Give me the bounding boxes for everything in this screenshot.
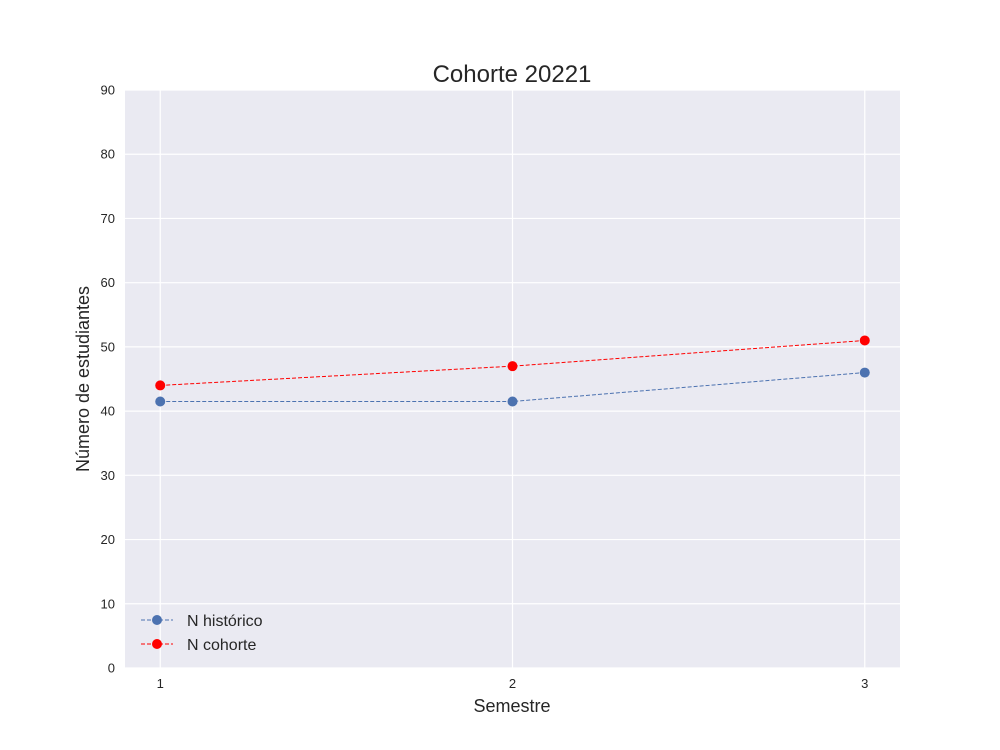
legend-marker-n-cohorte: [152, 639, 162, 649]
x-tick-label: 3: [861, 676, 868, 691]
chart-title: Cohorte 20221: [433, 61, 592, 88]
data-point-n-historico: [155, 396, 166, 407]
y-tick-label: 80: [101, 147, 115, 162]
y-tick-label: 60: [101, 275, 115, 290]
x-tick-label: 1: [157, 676, 164, 691]
legend: N histórico N cohorte: [141, 613, 263, 654]
legend-entry: N histórico: [141, 613, 263, 630]
y-tick-label: 20: [101, 532, 115, 547]
series-line-n-historico: [160, 372, 865, 402]
x-axis-label: Semestre: [473, 696, 550, 716]
y-tick-label: 50: [101, 339, 115, 354]
data-point-n-cohorte: [859, 335, 870, 346]
legend-label-n-historico: N histórico: [187, 613, 263, 630]
y-tick-label: 30: [101, 468, 115, 483]
legend-marker-n-historico: [152, 615, 162, 625]
series-group: [155, 335, 870, 407]
data-point-n-historico: [859, 367, 870, 378]
y-tick-label: 70: [101, 211, 115, 226]
x-tick-label: 2: [509, 676, 516, 691]
y-tick-label: 10: [101, 596, 115, 611]
data-point-n-historico: [507, 396, 518, 407]
legend-label-n-cohorte: N cohorte: [187, 637, 256, 654]
x-tick-labels: 1 2 3: [157, 676, 869, 691]
series-line-n-cohorte: [160, 339, 865, 386]
grid-lines: [125, 89, 900, 669]
y-axis-label: Número de estudiantes: [73, 286, 93, 472]
y-tick-label: 0: [108, 661, 115, 676]
data-point-n-cohorte: [155, 380, 166, 391]
y-tick-label: 40: [101, 404, 115, 419]
y-tick-labels: 0 10 20 30 40 50 60 70 80 90: [101, 83, 115, 676]
y-tick-label: 90: [101, 83, 115, 98]
legend-entry: N cohorte: [141, 637, 256, 654]
data-point-n-cohorte: [507, 361, 518, 372]
